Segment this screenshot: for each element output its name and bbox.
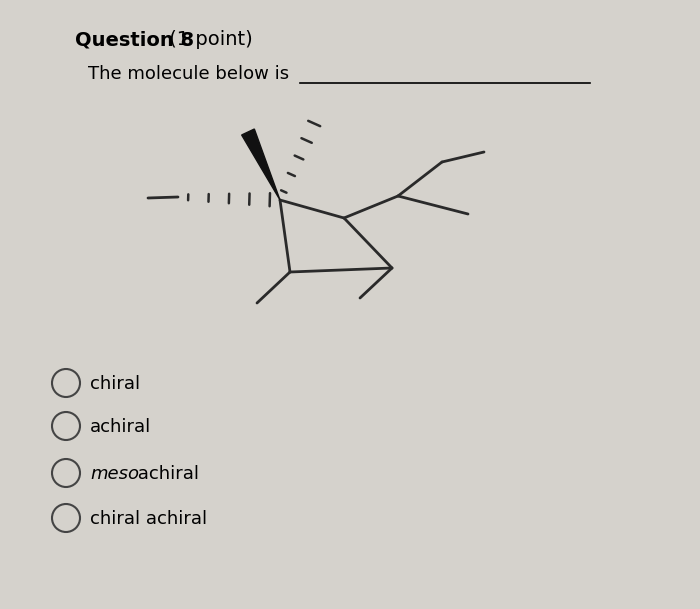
Text: chiral: chiral — [90, 375, 140, 393]
Text: Question 8: Question 8 — [75, 30, 194, 49]
Text: chiral achiral: chiral achiral — [90, 510, 207, 528]
Text: achiral: achiral — [132, 465, 199, 483]
Text: meso: meso — [90, 465, 139, 483]
Text: The molecule below is: The molecule below is — [88, 65, 289, 83]
Polygon shape — [241, 129, 280, 200]
Text: achiral: achiral — [90, 418, 151, 436]
Text: (1 point): (1 point) — [163, 30, 253, 49]
